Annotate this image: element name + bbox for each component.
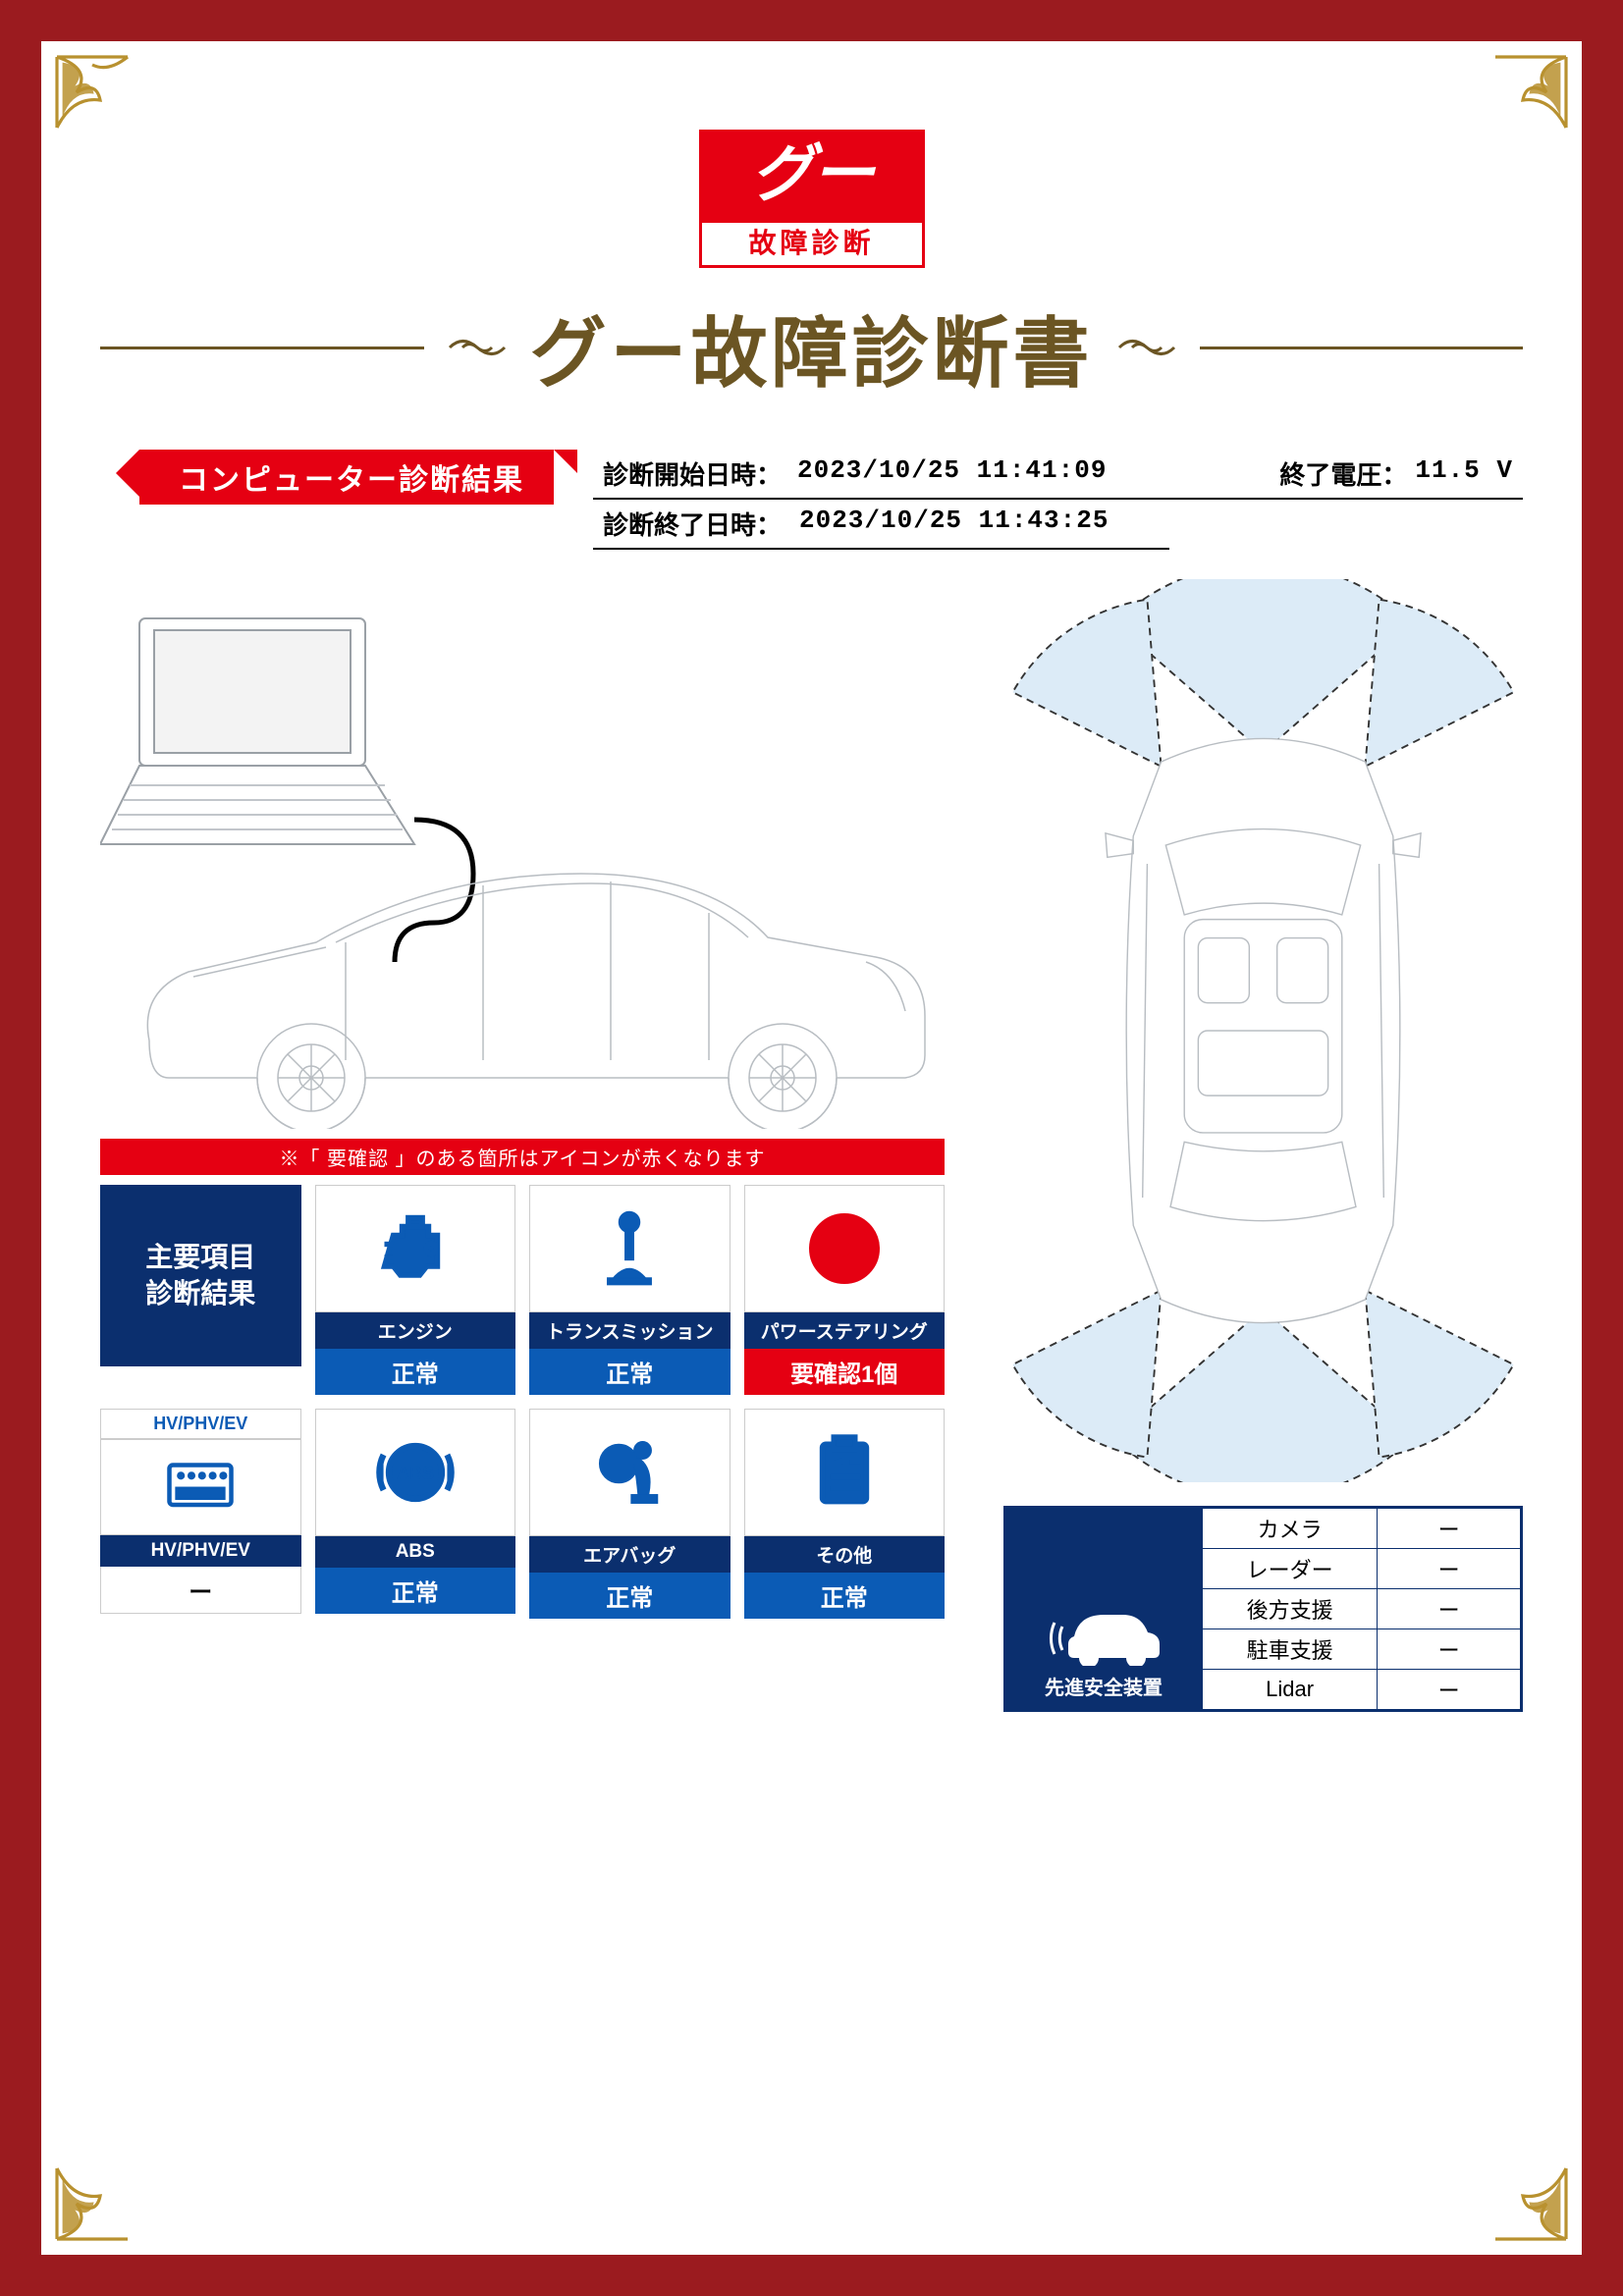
start-time-value: 2023/10/25 11:41:09 [797,455,1107,492]
diag-label: その他 [744,1536,946,1573]
diag-header-cell: 主要項目 診断結果 [100,1185,301,1395]
safety-row-value: ー [1378,1509,1521,1549]
safety-equipment-panel: 先進安全装置 カメラー レーダーー 後方支援ー 駐車支援ー Lidarー [1003,1506,1523,1712]
safety-row-value: ー [1378,1629,1521,1670]
clipboard-icon [744,1409,946,1536]
safety-table: カメラー レーダーー 後方支援ー 駐車支援ー Lidarー [1202,1508,1521,1710]
title-row: グー故障診断書 [100,293,1523,402]
voltage-label: 終了電圧： [1279,455,1407,492]
brand-logo: グー 故障診断 [699,130,925,268]
safety-row-label: カメラ [1203,1509,1378,1549]
diagnosis-meta: 診断開始日時： 2023/10/25 11:41:09 終了電圧： 11.5 V… [593,450,1523,550]
table-row: 後方支援ー [1203,1589,1521,1629]
engine-icon [315,1185,516,1312]
car-side-diagram [100,579,945,1129]
brand-logo-bottom: 故障診断 [699,223,925,268]
diag-item-transmission: トランスミッション 正常 [529,1185,730,1395]
diag-label: ABS [315,1536,516,1568]
title-flourish-left [448,333,507,362]
safety-row-label: Lidar [1203,1670,1378,1710]
diag-item-engine: エンジン 正常 [315,1185,516,1395]
diag-status: 正常 [529,1573,730,1619]
graphics-right-col: 先進安全装置 カメラー レーダーー 後方支援ー 駐車支援ー Lidarー [1003,579,1523,1712]
graphics-left-col: ※「 要確認 」のある箇所はアイコンが赤くなります 主要項目 診断結果 エンジン… [100,579,945,1619]
safety-row-value: ー [1378,1589,1521,1629]
page-title: グー故障診断書 [530,293,1094,402]
corner-ornament-br [1491,2164,1570,2243]
table-row: カメラー [1203,1509,1521,1549]
car-top-diagram [1003,579,1523,1482]
certificate-outer-frame: グー 故障診断 グー故障診断書 コンピューター診断結果 診断開始日時： 2023… [0,0,1623,2296]
graphics-row: ※「 要確認 」のある箇所はアイコンが赤くなります 主要項目 診断結果 エンジン… [100,579,1523,1712]
table-row: レーダーー [1203,1549,1521,1589]
start-time-label: 診断開始日時： [603,455,789,492]
end-time-label: 診断終了日時： [603,506,789,542]
diag-status: 要確認1個 [744,1349,946,1395]
diag-item-airbag: エアバッグ 正常 [529,1409,730,1619]
transmission-icon [529,1185,730,1312]
diag-item-abs: ABS ABS 正常 [315,1409,516,1619]
diag-status: 正常 [744,1573,946,1619]
brand-logo-top: グー [699,130,925,223]
airbag-icon [529,1409,730,1536]
table-row: Lidarー [1203,1670,1521,1710]
end-time-value: 2023/10/25 11:43:25 [799,506,1109,542]
table-row: 駐車支援ー [1203,1629,1521,1670]
diag-label: パワーステアリング [744,1312,946,1349]
diag-label: エアバッグ [529,1536,730,1573]
diag-item-hvphvev: HV/PHV/EV HV/PHV/EV ー [100,1409,301,1619]
diag-label: HV/PHV/EV [100,1535,301,1567]
voltage-value: 11.5 V [1415,455,1513,492]
diag-item-steering: パワーステアリング 要確認1個 [744,1185,946,1395]
diag-note: ※「 要確認 」のある箇所はアイコンが赤くなります [100,1139,945,1175]
steering-icon [744,1185,946,1312]
abs-icon: ABS [315,1409,516,1536]
safety-row-label: 後方支援 [1203,1589,1378,1629]
diag-status: 正常 [315,1349,516,1395]
diag-label: エンジン [315,1312,516,1349]
safety-row-value: ー [1378,1549,1521,1589]
safety-row-label: レーダー [1203,1549,1378,1589]
hvphvev-icon [100,1439,301,1535]
diag-header-text: 主要項目 診断結果 [100,1185,301,1366]
hvphvev-top-label: HV/PHV/EV [100,1409,301,1439]
title-rule-right [1200,347,1524,349]
safety-panel-header: 先進安全装置 [1005,1508,1202,1710]
corner-ornament-tl [53,53,132,132]
title-rule-left [100,347,424,349]
car-sensor-icon [1045,1587,1163,1666]
svg-text:ABS: ABS [397,1464,434,1483]
section-header-row: コンピューター診断結果 診断開始日時： 2023/10/25 11:41:09 … [100,450,1523,550]
safety-row-value: ー [1378,1670,1521,1710]
diag-status: ー [100,1567,301,1614]
safety-header-label: 先進安全装置 [1045,1672,1163,1700]
diag-item-other: その他 正常 [744,1409,946,1619]
corner-ornament-tr [1491,53,1570,132]
section-badge: コンピューター診断結果 [139,450,554,505]
title-flourish-right [1117,333,1176,362]
diag-status: 正常 [315,1568,516,1614]
diag-grid: 主要項目 診断結果 エンジン 正常 [100,1185,945,1619]
certificate-inner-frame: グー 故障診断 グー故障診断書 コンピューター診断結果 診断開始日時： 2023… [41,41,1582,2255]
corner-ornament-bl [53,2164,132,2243]
diag-status: 正常 [529,1349,730,1395]
safety-row-label: 駐車支援 [1203,1629,1378,1670]
diag-label: トランスミッション [529,1312,730,1349]
